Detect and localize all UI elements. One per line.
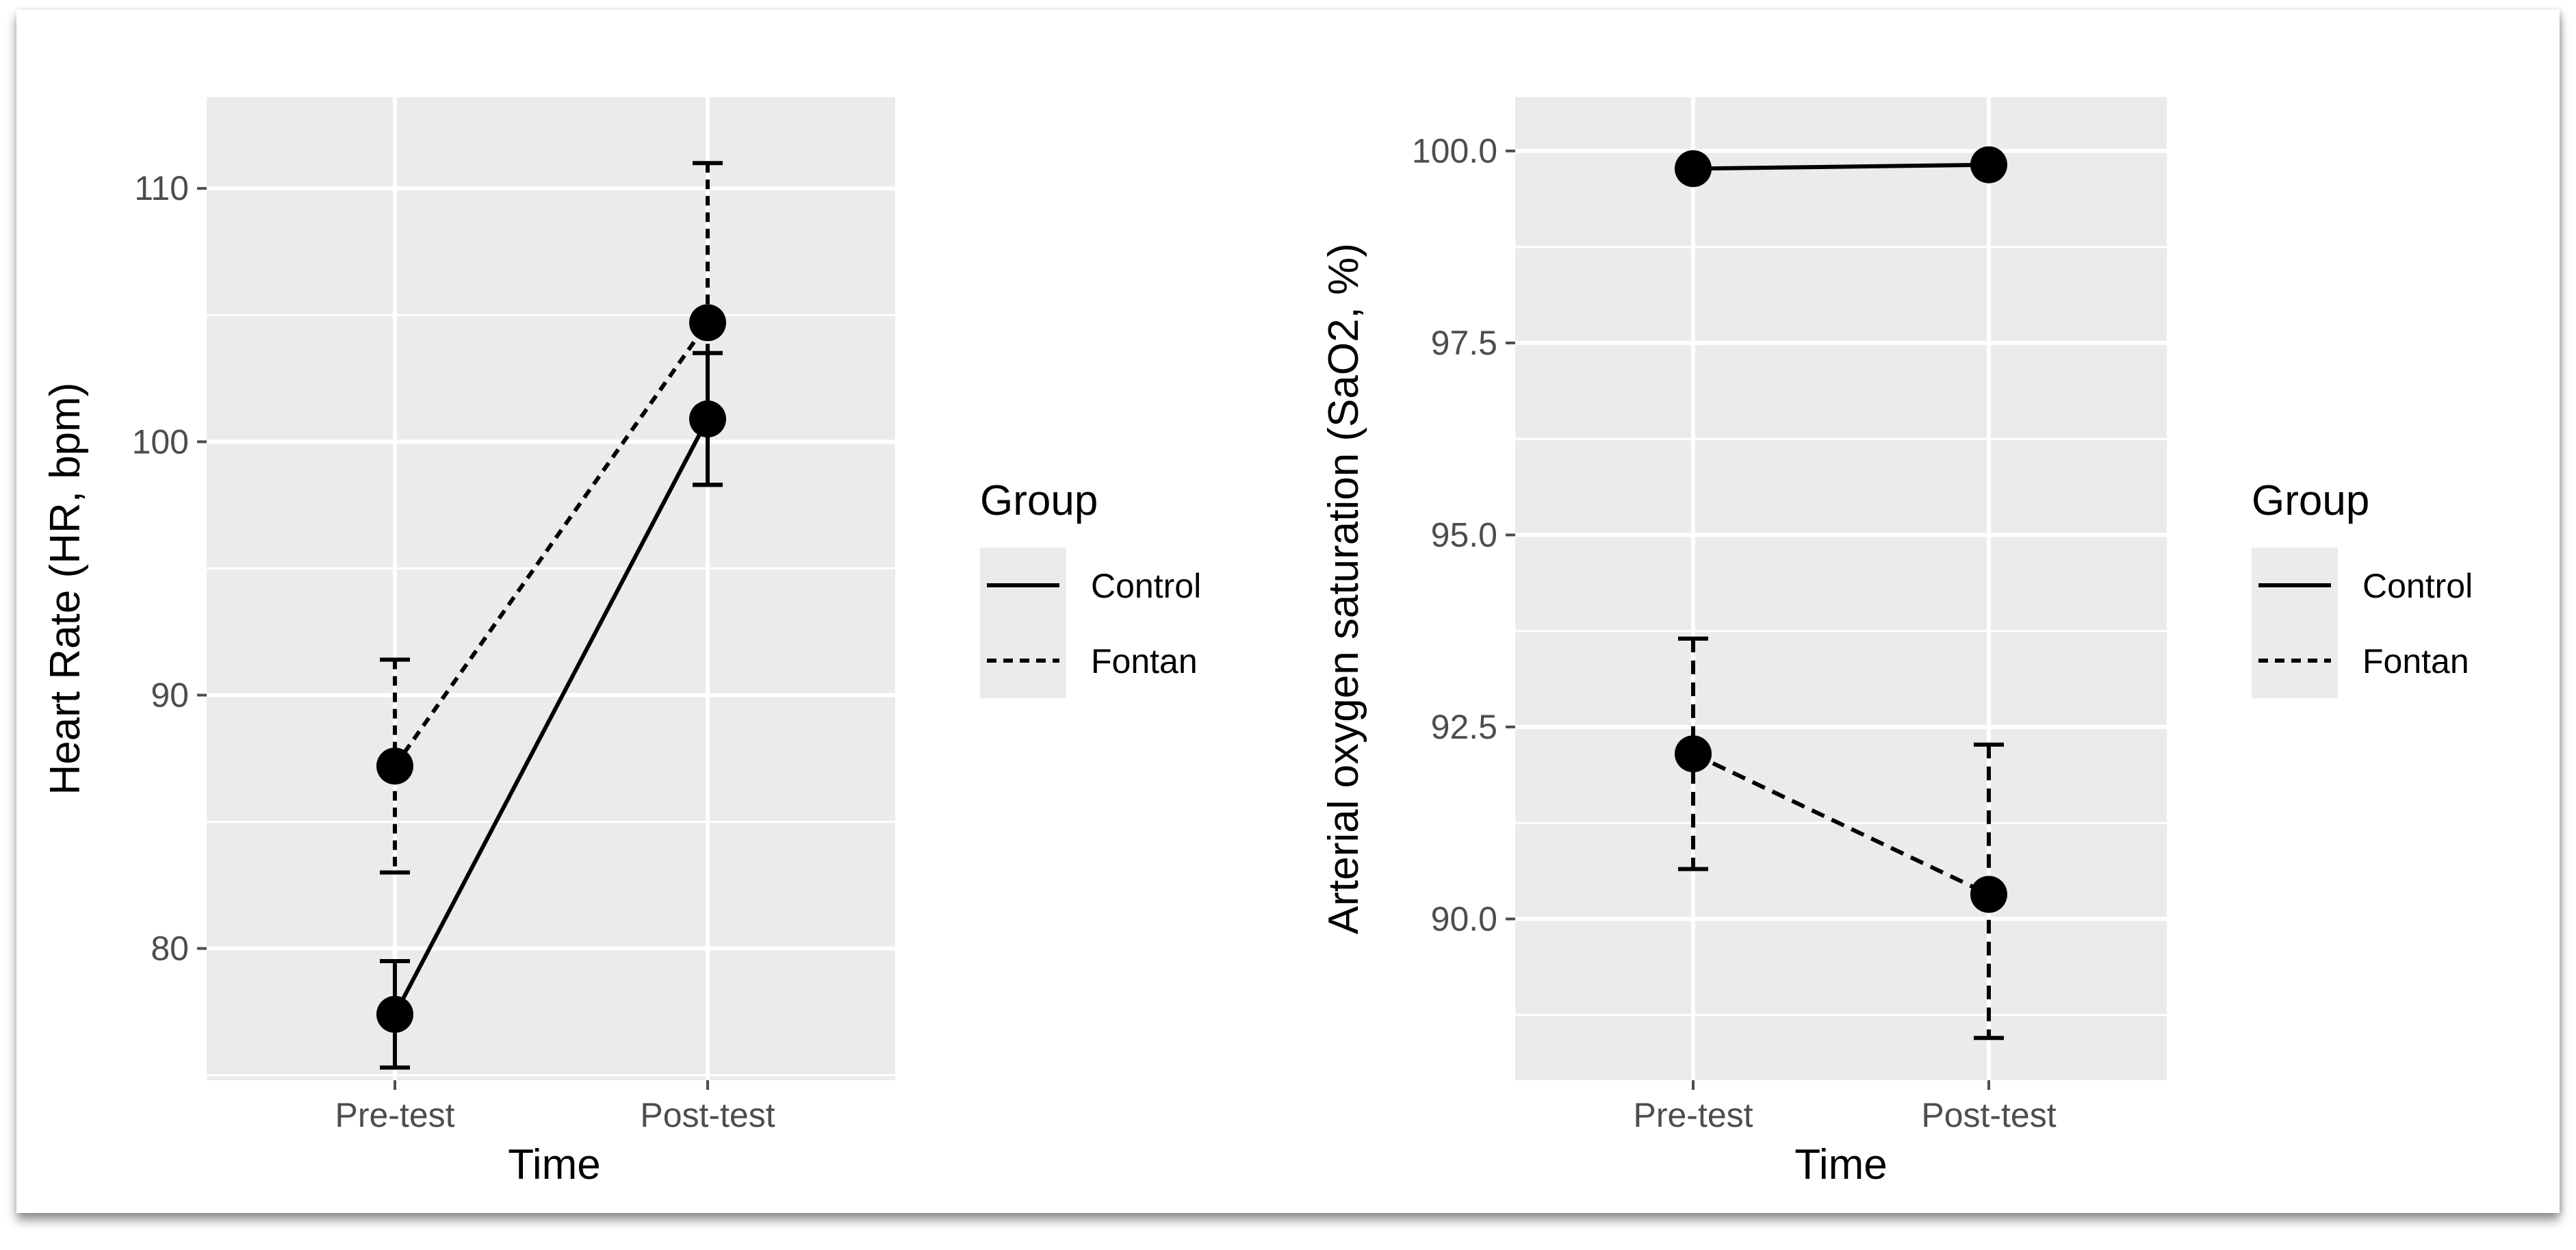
sao2-y-tick-label: 90.0 (1431, 900, 1497, 938)
sao2-y-tick-label: 97.5 (1431, 324, 1497, 362)
heart-rate-fontan-point (689, 304, 726, 342)
sao2-marks (1675, 146, 2007, 1041)
sao2-fontan-point (1970, 876, 2007, 913)
sao2-fontan-line (1692, 752, 1990, 897)
sao2-control-line (1692, 162, 1989, 171)
heart-rate-fontan-point (376, 748, 413, 785)
heart-rate-y-tick-label: 110 (134, 169, 189, 207)
heart-rate-marks (376, 161, 726, 1070)
heart-rate-control-point (376, 995, 413, 1033)
sao2-y-axis-title: Arterial oxygen saturation (SaO2, %) (1320, 243, 1367, 934)
heart-rate-legend-label-fontan: Fontan (1091, 642, 1198, 680)
sao2-panel (1515, 97, 2167, 1080)
heart-rate-legend-title: Group (980, 477, 1098, 524)
heart-rate-y-axis-title: Heart Rate (HR, bpm) (42, 383, 89, 795)
heart-rate-fontan-line (393, 321, 710, 767)
heart-rate-legend-label-control: Control (1091, 567, 1201, 605)
heart-rate-panel (207, 97, 895, 1080)
sao2-y-tick-label: 95.0 (1431, 515, 1497, 554)
sao2-legend-label-fontan: Fontan (2362, 642, 2469, 680)
sao2-control-point (1675, 150, 1712, 188)
sao2-legend-title: Group (2252, 477, 2369, 524)
sao2-y-tick-label: 100.0 (1412, 132, 1497, 170)
sao2-y-ticks: 90.0 92.5 95.0 97.5 100.0 (1412, 132, 1515, 938)
heart-rate-y-tick-label: 80 (151, 930, 189, 968)
sao2-legend-label-control: Control (2362, 567, 2473, 605)
sao2-x-axis-title: Time (1794, 1141, 1887, 1188)
heart-rate-x-ticks: Pre-test Post-test (335, 1080, 775, 1134)
heart-rate-control-line (393, 418, 710, 1016)
heart-rate-fontan-errorbar (693, 161, 723, 487)
heart-rate-x-axis-title: Time (508, 1141, 600, 1188)
sao2-legend: Group Control Fontan (2252, 477, 2473, 698)
heart-rate-chart: 80 90 100 110 Pre-test Post-test Time Heart … (42, 97, 1201, 1188)
sao2-fontan-errorbar (1974, 742, 2004, 1041)
sao2-control-point (1970, 146, 2007, 183)
heart-rate-x-tick-label: Post-test (640, 1096, 775, 1134)
heart-rate-legend: Group Control Fontan (980, 477, 1201, 698)
heart-rate-y-tick-label: 90 (151, 676, 189, 714)
sao2-y-tick-label: 92.5 (1431, 708, 1497, 746)
heart-rate-gridlines (207, 97, 895, 1080)
sao2-gridlines (1515, 97, 2167, 1080)
heart-rate-y-tick-label: 100 (132, 422, 189, 461)
heart-rate-x-tick-label: Pre-test (335, 1096, 454, 1134)
sao2-fontan-point (1675, 735, 1712, 773)
heart-rate-y-ticks: 80 90 100 110 (132, 169, 207, 968)
sao2-x-tick-label: Post-test (1921, 1096, 2056, 1134)
sao2-x-ticks: Pre-test Post-test (1633, 1080, 2057, 1134)
sao2-x-tick-label: Pre-test (1633, 1096, 1753, 1134)
